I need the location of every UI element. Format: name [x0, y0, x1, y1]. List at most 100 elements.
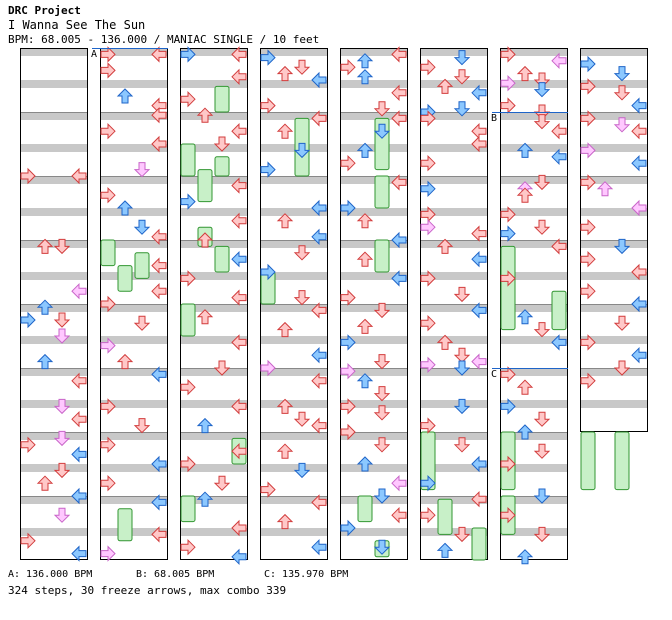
column-border: [580, 48, 648, 432]
step-arrow: [420, 474, 436, 492]
step-arrow: [613, 360, 631, 376]
step-arrow: [471, 225, 487, 242]
step-arrow: [391, 231, 407, 249]
step-arrow: [631, 263, 647, 281]
beat-stripe: [340, 112, 408, 120]
freeze-arrow: [197, 169, 213, 203]
step-arrow: [613, 238, 631, 255]
step-arrow: [613, 66, 631, 82]
beat-stripe: [500, 464, 568, 472]
beat-stripe: [20, 240, 88, 248]
beat-stripe: [500, 272, 568, 280]
step-arrow: [53, 238, 71, 255]
beat-stripe: [100, 240, 168, 248]
step-arrow: [133, 418, 151, 434]
step-arrow: [71, 446, 87, 463]
bpm-legend-b: B: 68.005 BPM: [136, 569, 215, 580]
beat-stripe: [100, 432, 168, 440]
freeze-arrow: [214, 85, 230, 113]
step-arrow: [631, 122, 647, 140]
step-arrow: [340, 362, 356, 380]
freeze-arrow: [134, 252, 150, 279]
freeze-arrow: [214, 156, 230, 177]
step-arrow: [133, 162, 151, 178]
step-arrow: [293, 245, 311, 261]
step-arrow: [231, 289, 247, 306]
column-border: [20, 48, 88, 560]
beat-stripe: [580, 336, 648, 344]
freeze-arrow: [180, 495, 196, 523]
beat-stripe: [340, 368, 408, 376]
step-arrow: [533, 443, 551, 459]
step-arrow: [516, 187, 534, 203]
beat-stripe: [420, 400, 488, 408]
freeze-arrow: [100, 239, 116, 267]
step-arrow: [311, 71, 327, 89]
beat-stripe: [20, 528, 88, 536]
beat-stripe: [260, 176, 328, 184]
step-arrow: [516, 142, 534, 158]
step-arrow: [471, 490, 487, 508]
beat-stripe: [100, 368, 168, 376]
beat-stripe: [260, 400, 328, 408]
beat-stripe: [260, 272, 328, 280]
step-arrow: [580, 218, 596, 236]
step-arrow: [133, 219, 151, 235]
beat-stripe: [100, 336, 168, 344]
beat-stripe: [340, 496, 408, 504]
step-arrow: [373, 354, 391, 370]
freeze-arrow: [117, 265, 133, 292]
beat-stripe: [100, 464, 168, 472]
beat-stripe: [580, 48, 648, 56]
beat-stripe: [180, 48, 248, 56]
beat-stripe: [180, 432, 248, 440]
step-arrow: [453, 398, 471, 415]
step-arrow: [391, 270, 407, 287]
step-arrow: [231, 548, 247, 566]
step-arrow: [231, 334, 247, 351]
beat-stripe: [500, 528, 568, 536]
step-arrow: [471, 455, 487, 473]
beat-stripe: [20, 144, 88, 152]
step-arrow: [196, 491, 214, 507]
step-arrow: [551, 122, 567, 140]
beat-stripe: [420, 464, 488, 472]
beat-stripe: [100, 176, 168, 184]
step-arrow: [100, 474, 116, 492]
step-arrow: [293, 142, 311, 159]
freeze-arrow: [580, 431, 596, 491]
step-arrow: [580, 110, 596, 127]
beat-stripe: [20, 464, 88, 472]
beat-stripe: [100, 80, 168, 88]
step-arrow: [500, 270, 516, 287]
beat-stripe: [100, 496, 168, 504]
step-arrow: [151, 366, 167, 383]
step-arrow: [260, 161, 276, 178]
beat-stripe: [180, 528, 248, 536]
beat-stripe: [20, 80, 88, 88]
step-arrow: [151, 494, 167, 511]
step-arrow: [36, 475, 54, 491]
step-arrow: [391, 110, 407, 127]
step-arrow: [231, 398, 247, 415]
step-arrow: [436, 78, 454, 94]
step-arrow: [373, 386, 391, 402]
step-arrow: [436, 238, 454, 254]
step-arrow: [420, 58, 436, 76]
step-arrow: [373, 488, 391, 504]
step-arrow: [391, 506, 407, 524]
step-arrow: [500, 506, 516, 524]
step-arrow: [151, 526, 167, 543]
step-arrow: [356, 69, 374, 85]
step-arrow: [631, 97, 647, 114]
beat-stripe: [580, 368, 648, 376]
step-arrow: [20, 167, 36, 185]
step-arrow: [151, 282, 167, 300]
step-arrow: [231, 212, 247, 230]
freeze-arrow: [374, 239, 390, 273]
beat-stripe: [20, 112, 88, 120]
step-arrow: [471, 353, 487, 370]
step-arrow: [356, 373, 374, 389]
beat-stripe: [340, 432, 408, 440]
step-arrow: [196, 417, 214, 434]
